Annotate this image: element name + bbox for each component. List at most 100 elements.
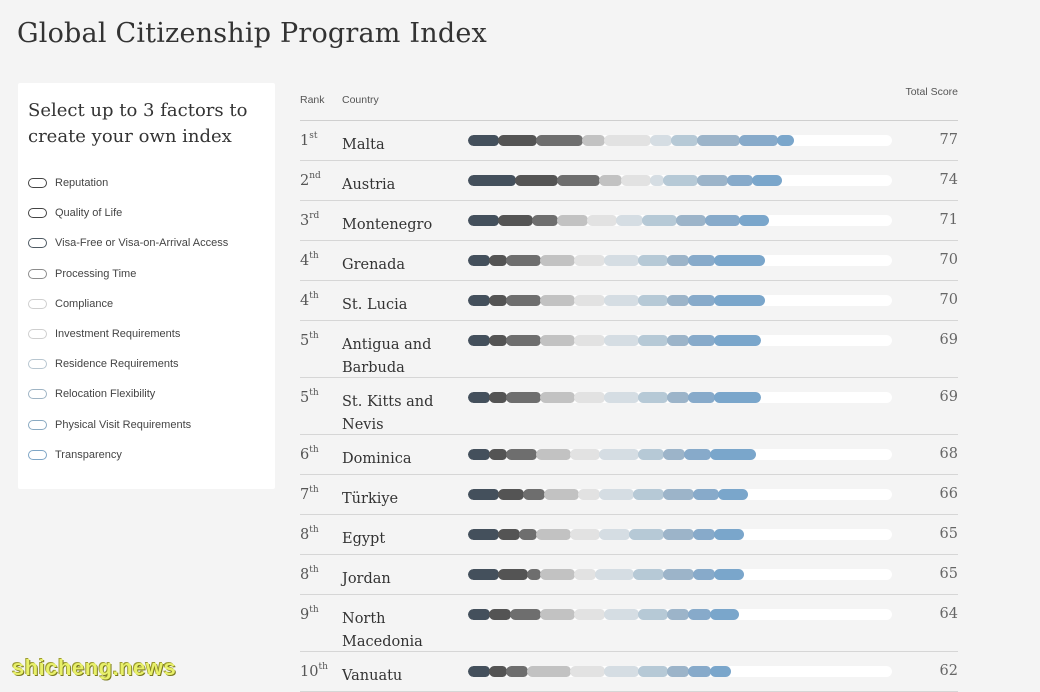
- ranking-row: 10th Vanuatu 62: [300, 652, 958, 692]
- rank-suffix: th: [309, 291, 319, 301]
- score-bar-segment: [637, 295, 670, 306]
- score-bar-segment: [667, 609, 691, 620]
- score-bar-segment: [709, 666, 731, 677]
- toggle-switch[interactable]: [28, 329, 47, 340]
- toggle-switch[interactable]: [28, 389, 47, 400]
- score-bar: [468, 489, 748, 500]
- score-bar-segment: [468, 135, 500, 146]
- country-name: Malta: [342, 137, 385, 153]
- toggle-switch[interactable]: [28, 359, 47, 370]
- country-column-header: Country: [342, 94, 379, 106]
- toggle-switch[interactable]: [28, 268, 47, 279]
- score-bar-segment: [468, 489, 500, 500]
- score-bar-segment: [468, 569, 500, 580]
- total-score: 62: [939, 663, 958, 679]
- rank-label: 8th: [300, 525, 319, 543]
- score-bar-segment: [637, 449, 665, 460]
- score-bar-segment: [688, 335, 716, 346]
- ranking-row: 4th St. Lucia 70: [300, 281, 958, 321]
- score-bar: [468, 609, 740, 620]
- score-bar-segment: [468, 175, 517, 186]
- score-bar-track: [468, 335, 892, 346]
- ranking-row: 5th Antigua and Barbuda 69: [300, 321, 958, 378]
- factor-label: Compliance: [55, 297, 114, 310]
- rank-label: 2nd: [300, 171, 321, 189]
- score-bar-segment: [531, 215, 560, 226]
- score-bar-segment: [662, 489, 695, 500]
- rank-suffix: th: [309, 251, 319, 261]
- toggle-switch[interactable]: [28, 238, 47, 249]
- rank-number: 2: [300, 172, 310, 189]
- page-title: Global Citizenship Program Index: [17, 18, 487, 49]
- score-bar-track: [468, 666, 892, 677]
- score-bar-segment: [726, 175, 754, 186]
- rank-number: 5: [300, 389, 310, 406]
- score-bar: [468, 666, 731, 677]
- toggle-switch[interactable]: [28, 298, 47, 309]
- factor-relocation-flexibility[interactable]: Relocation Flexibility: [18, 379, 275, 409]
- toggle-switch[interactable]: [28, 449, 47, 460]
- total-score: 66: [939, 486, 958, 502]
- factor-compliance[interactable]: Compliance: [18, 289, 275, 319]
- score-bar-segment: [506, 392, 543, 403]
- total-score: 70: [939, 292, 958, 308]
- score-bar-track: [468, 529, 892, 540]
- score-bar: [468, 175, 782, 186]
- score-bar-segment: [523, 489, 547, 500]
- ranking-row: 6th Dominica 68: [300, 435, 958, 475]
- toggle-switch[interactable]: [28, 419, 47, 430]
- factor-visa-free-access[interactable]: Visa-Free or Visa-on-Arrival Access: [18, 228, 275, 258]
- toggle-switch[interactable]: [28, 208, 47, 219]
- factor-investment-requirements[interactable]: Investment Requirements: [18, 319, 275, 349]
- total-score: 65: [939, 566, 958, 582]
- score-bar-segment: [637, 335, 670, 346]
- score-bar-segment: [468, 609, 492, 620]
- factor-reputation[interactable]: Reputation: [18, 168, 275, 198]
- rank-number: 10: [300, 663, 319, 680]
- score-bar-segment: [599, 489, 636, 500]
- score-bar-segment: [688, 666, 712, 677]
- factor-label: Quality of Life: [55, 207, 123, 220]
- score-bar-segment: [692, 529, 716, 540]
- score-bar-track: [468, 215, 892, 226]
- score-bar-segment: [696, 175, 729, 186]
- toggle-switch[interactable]: [28, 178, 47, 189]
- country-name: Egypt: [342, 531, 386, 547]
- score-bar-segment: [573, 392, 606, 403]
- factor-transparency[interactable]: Transparency: [18, 440, 275, 470]
- score-bar-segment: [569, 666, 606, 677]
- total-score: 71: [939, 212, 958, 228]
- score-bar-segment: [739, 135, 780, 146]
- factor-processing-time[interactable]: Processing Time: [18, 259, 275, 289]
- score-bar-track: [468, 175, 892, 186]
- ranking-row: 7th Türkiye 66: [300, 475, 958, 515]
- score-bar-segment: [684, 449, 712, 460]
- factor-panel-heading: Select up to 3 factors to create your ow…: [28, 100, 248, 147]
- score-bar-segment: [692, 489, 721, 500]
- score-bar-track: [468, 489, 892, 500]
- score-bar-track: [468, 255, 892, 266]
- ranking-row: 5th St. Kitts and Nevis 69: [300, 378, 958, 435]
- score-bar: [468, 335, 761, 346]
- country-name: Grenada: [342, 257, 406, 273]
- score-bar-segment: [667, 255, 691, 266]
- factor-physical-visit-requirements[interactable]: Physical Visit Requirements: [18, 410, 275, 440]
- score-bar-segment: [599, 449, 640, 460]
- score-bar-segment: [718, 489, 748, 500]
- score-bar: [468, 529, 744, 540]
- factor-quality-of-life[interactable]: Quality of Life: [18, 198, 275, 228]
- score-bar: [468, 569, 744, 580]
- factor-residence-requirements[interactable]: Residence Requirements: [18, 349, 275, 379]
- rank-number: 4: [300, 292, 310, 309]
- score-bar-segment: [603, 609, 640, 620]
- score-bar-segment: [688, 255, 716, 266]
- table-header: Rank Country Total Score: [300, 84, 958, 121]
- total-score-column-header: Total Score: [905, 86, 958, 98]
- score-bar-segment: [540, 335, 576, 346]
- score-bar-segment: [662, 569, 695, 580]
- rank-suffix: rd: [309, 211, 320, 221]
- score-bar-segment: [535, 449, 572, 460]
- score-bar-segment: [573, 255, 606, 266]
- score-bar-segment: [599, 175, 623, 186]
- score-bar-segment: [468, 295, 492, 306]
